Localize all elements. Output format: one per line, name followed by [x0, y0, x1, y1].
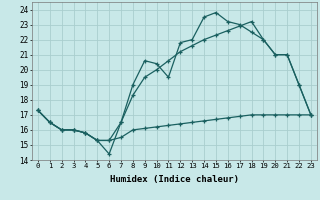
X-axis label: Humidex (Indice chaleur): Humidex (Indice chaleur) — [110, 175, 239, 184]
